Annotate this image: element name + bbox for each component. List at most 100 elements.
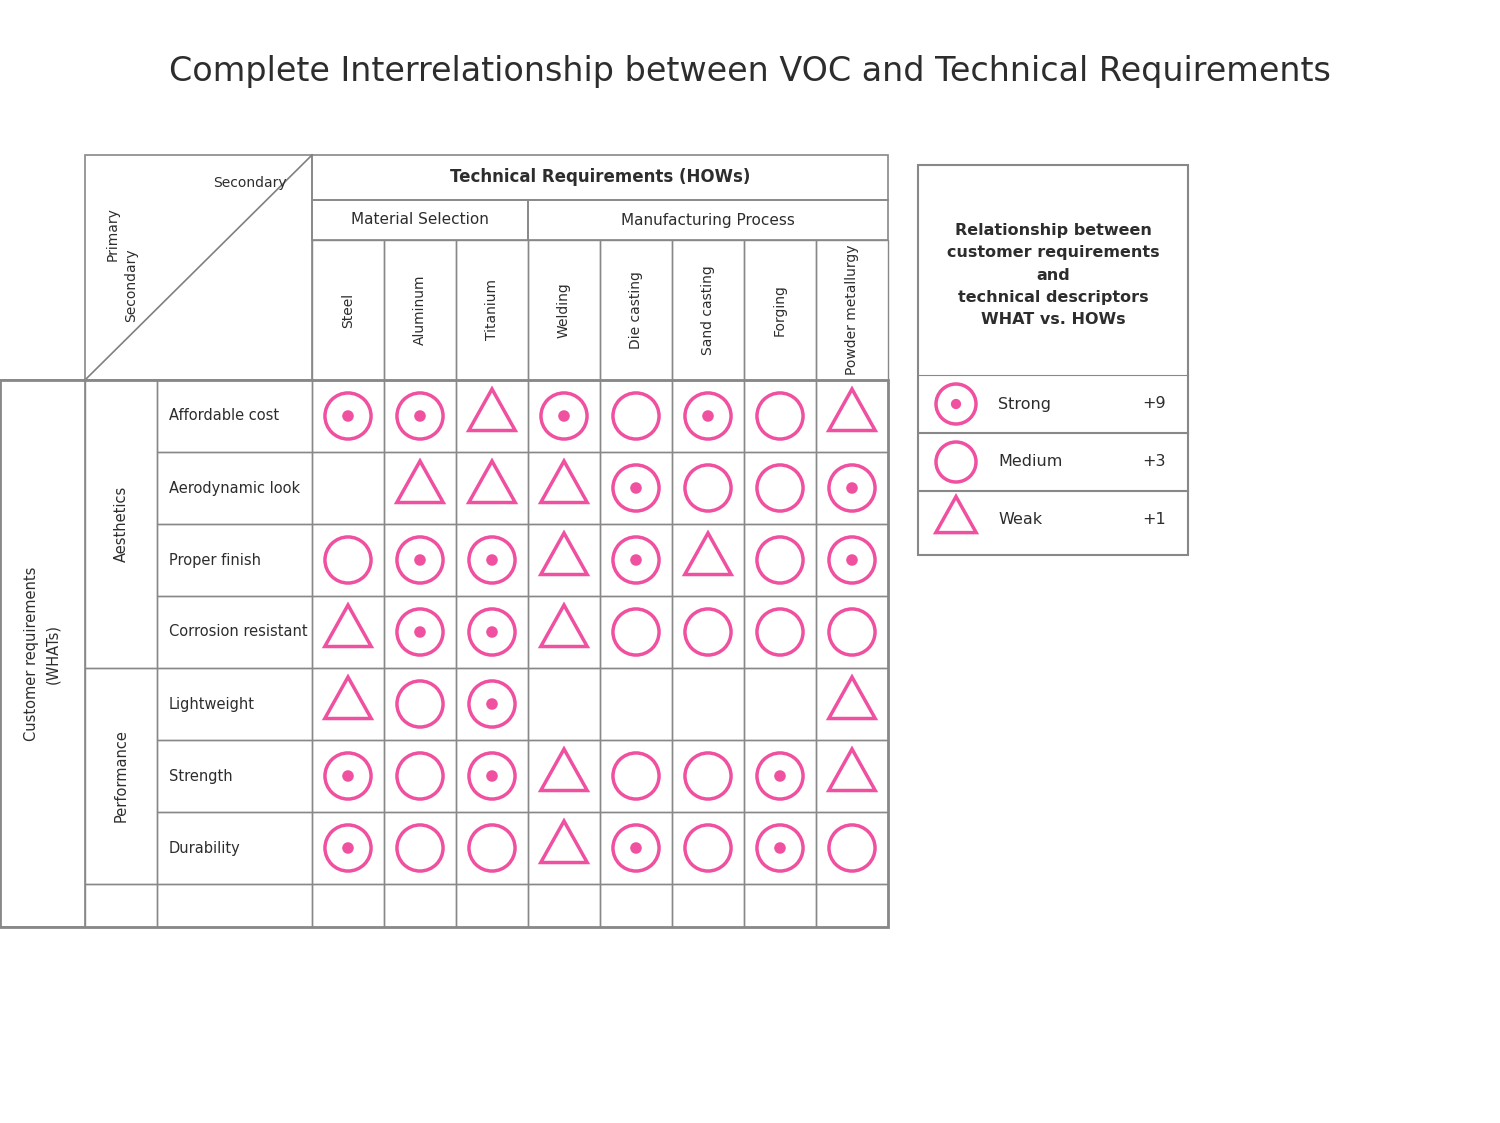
Bar [312,668,384,740]
Circle shape [847,483,856,493]
Bar [528,451,600,524]
Bar [312,240,384,380]
Text: Affordable cost: Affordable cost [170,409,279,423]
Bar [312,596,384,668]
Bar [86,380,158,668]
Text: Technical Requirements (HOWs): Technical Requirements (HOWs) [450,168,750,186]
Bar [86,884,158,928]
Circle shape [416,627,424,637]
Bar [672,812,744,884]
Bar [744,524,816,596]
Bar [600,668,672,740]
Bar [456,524,528,596]
Bar [158,884,312,928]
Text: Powder metallurgy: Powder metallurgy [844,245,859,375]
Circle shape [416,555,424,565]
Bar [672,524,744,596]
Bar [816,380,888,451]
Bar [600,884,672,928]
Circle shape [632,843,640,853]
Bar [600,380,672,451]
Bar [816,812,888,884]
Bar [672,884,744,928]
Circle shape [488,770,496,782]
Text: Strong: Strong [998,396,1051,411]
Text: Die casting: Die casting [628,271,644,349]
Bar [312,155,888,200]
Bar [384,596,456,668]
Bar [528,884,600,928]
Bar [744,668,816,740]
Text: +3: +3 [1143,455,1166,469]
Bar [600,812,672,884]
Bar [672,240,744,380]
Bar [816,524,888,596]
Bar [600,524,672,596]
Text: Primary: Primary [106,207,120,261]
Bar [816,884,888,928]
Bar [384,812,456,884]
Bar [456,380,528,451]
Circle shape [344,411,352,421]
Bar [384,240,456,380]
Bar [384,668,456,740]
Text: +9: +9 [1143,396,1166,411]
Circle shape [704,411,712,421]
Text: Performance: Performance [114,730,129,822]
Bar [312,812,384,884]
Text: Titanium: Titanium [484,280,500,340]
Bar [86,155,312,380]
Bar [816,596,888,668]
Bar [528,740,600,812]
Text: Aerodynamic look: Aerodynamic look [170,481,300,495]
Circle shape [416,411,424,421]
Text: Medium: Medium [998,455,1062,469]
Bar [528,524,600,596]
Bar [456,596,528,668]
Bar [528,596,600,668]
Bar [0,380,888,928]
Bar [158,451,312,524]
Bar [312,451,384,524]
Bar [384,884,456,928]
Bar [744,240,816,380]
Bar [672,380,744,451]
Bar [384,451,456,524]
Circle shape [488,555,496,565]
Bar [744,740,816,812]
Bar [158,380,312,451]
Bar [456,240,528,380]
Text: Customer requirements
(WHATs): Customer requirements (WHATs) [24,566,60,741]
Bar [528,668,600,740]
Text: Aesthetics: Aesthetics [114,486,129,563]
Circle shape [488,627,496,637]
Text: Material Selection: Material Selection [351,212,489,228]
Bar [312,380,384,451]
Text: Complete Interrelationship between VOC and Technical Requirements: Complete Interrelationship between VOC a… [170,55,1330,89]
Text: Secondary: Secondary [213,176,286,190]
Bar [600,596,672,668]
Text: +1: +1 [1143,512,1166,528]
Bar [456,884,528,928]
Bar [672,451,744,524]
Bar [816,668,888,740]
Circle shape [847,555,856,565]
Text: Relationship between
customer requirements
and
technical descriptors
WHAT vs. HO: Relationship between customer requiremen… [946,223,1160,327]
Bar [672,668,744,740]
Circle shape [560,411,568,421]
Bar [600,240,672,380]
Bar [456,668,528,740]
Circle shape [488,699,496,709]
Circle shape [776,770,784,782]
Bar [456,451,528,524]
Text: Weak: Weak [998,512,1042,528]
Circle shape [632,555,640,565]
Bar [312,200,528,240]
Text: Secondary: Secondary [124,248,138,322]
Bar [158,740,312,812]
Bar [384,740,456,812]
Text: Corrosion resistant: Corrosion resistant [170,624,308,639]
Text: Manufacturing Process: Manufacturing Process [621,212,795,228]
Bar [312,884,384,928]
Bar [0,380,86,928]
